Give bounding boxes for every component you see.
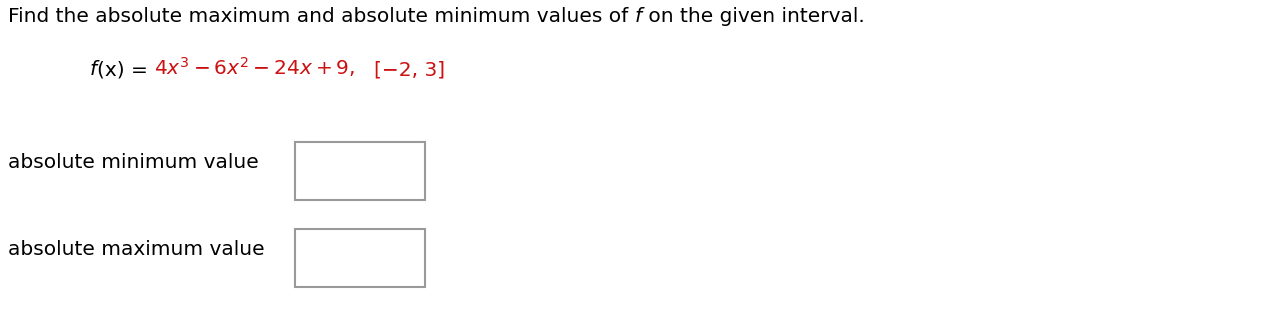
Text: f: f — [90, 60, 97, 79]
Bar — [296, 142, 426, 200]
Text: (x) =: (x) = — [97, 60, 154, 79]
Text: absolute maximum value: absolute maximum value — [8, 240, 265, 259]
Text: $4x^3 - 6x^2 - 24x + 9,$: $4x^3 - 6x^2 - 24x + 9,$ — [154, 55, 355, 79]
Bar — [296, 229, 426, 287]
Text: [−2, 3]: [−2, 3] — [373, 60, 445, 79]
Text: Find the absolute maximum and absolute minimum values of: Find the absolute maximum and absolute m… — [8, 7, 634, 26]
Text: on the given interval.: on the given interval. — [642, 7, 865, 26]
Text: absolute minimum value: absolute minimum value — [8, 153, 259, 172]
Text: f: f — [634, 7, 642, 26]
